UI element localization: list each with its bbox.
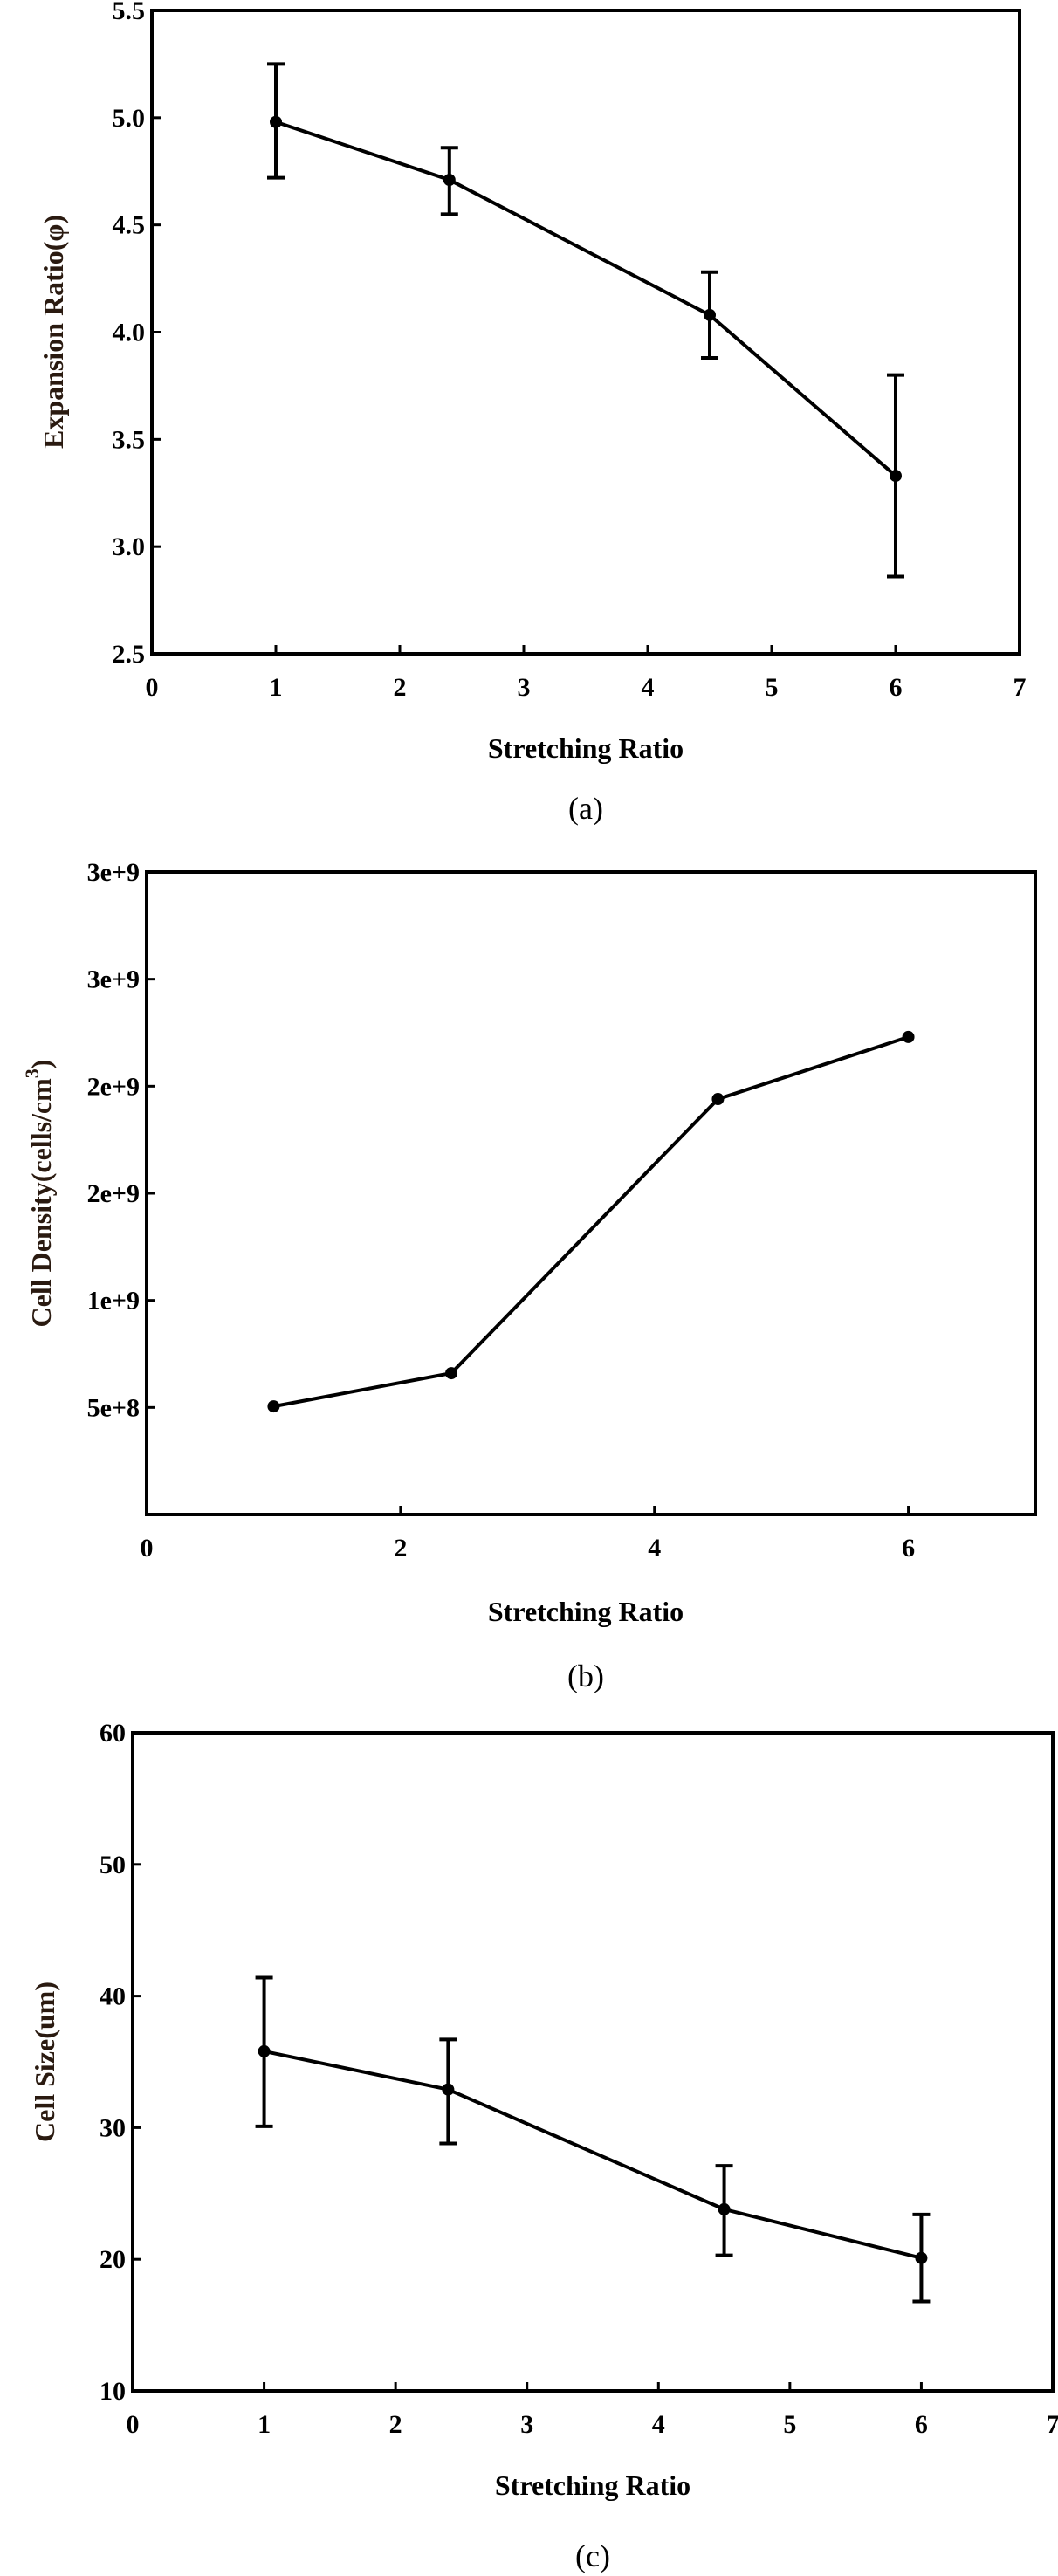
y-tick-label: 5.5 xyxy=(113,0,146,25)
data-point xyxy=(711,1093,725,1106)
y-tick-label: 3.5 xyxy=(113,425,146,454)
x-tick-label: 0 xyxy=(141,1534,154,1563)
y-axis-label: Cell Density(cells/cm3) xyxy=(21,1060,57,1328)
y-tick-label: 10 xyxy=(100,2377,126,2406)
data-point xyxy=(704,308,716,321)
y-tick-label: 2e+9 xyxy=(87,1179,140,1208)
y-tick-label: 20 xyxy=(100,2245,126,2274)
plot-frame xyxy=(150,9,1021,656)
panel-a-expansion-ratio: Stretching Ratio Expansion Ratio(φ) (a) … xyxy=(38,0,1027,826)
y-tick-label: 3.0 xyxy=(113,532,146,561)
y-tick-label: 4.5 xyxy=(113,211,146,240)
x-tick-label: 6 xyxy=(890,673,903,702)
x-tick-label: 0 xyxy=(146,673,159,702)
x-tick-label: 5 xyxy=(783,2410,796,2439)
x-tick-label: 4 xyxy=(642,673,655,702)
x-tick-label: 7 xyxy=(1047,2410,1058,2439)
data-point xyxy=(902,1030,915,1043)
y-axis-label: Expansion Ratio(φ) xyxy=(38,215,69,449)
x-tick-label: 2 xyxy=(394,673,407,702)
data-point xyxy=(890,470,902,483)
x-tick-label: 4 xyxy=(648,1534,661,1563)
y-axis-label: Cell Size(um) xyxy=(29,1982,60,2142)
y-tick-label: 2e+9 xyxy=(87,1072,140,1101)
y-tick-label: 3e+9 xyxy=(87,858,140,887)
data-point xyxy=(270,115,282,128)
x-tick-label: 3 xyxy=(520,2410,533,2439)
plot-frame xyxy=(131,1731,1055,2393)
y-tick-label: 3e+9 xyxy=(87,965,140,994)
x-tick-label: 6 xyxy=(915,2410,928,2439)
series-line xyxy=(264,2049,922,2260)
data-point xyxy=(443,174,456,187)
x-axis-label: Stretching Ratio xyxy=(488,1596,684,1627)
panel-caption: (a) xyxy=(568,791,603,826)
x-tick-label: 0 xyxy=(127,2410,140,2439)
y-tick-label: 30 xyxy=(100,2113,126,2142)
series-line xyxy=(273,1035,910,1409)
data-point xyxy=(915,2251,928,2264)
panel-c-cell-size: Stretching Ratio Cell Size(um) (c) 0 1 2 3 4… xyxy=(29,1719,1058,2573)
x-axis-label: Stretching Ratio xyxy=(495,2470,690,2501)
series-line xyxy=(275,120,897,477)
x-tick-label: 7 xyxy=(1013,673,1027,702)
y-tick-label: 60 xyxy=(100,1719,126,1748)
y-tick-label: 4.0 xyxy=(113,319,146,347)
panel-caption: (c) xyxy=(575,2538,610,2573)
data-point xyxy=(267,1400,280,1413)
panel-b-cell-density: Stretching Ratio Cell Density(cells/cm3)… xyxy=(21,858,1037,1693)
x-tick-label: 6 xyxy=(902,1534,915,1563)
y-tick-label: 5.0 xyxy=(113,104,146,133)
panel-caption: (b) xyxy=(567,1659,604,1693)
y-tick-label: 5e+8 xyxy=(87,1393,140,1422)
y-tick-label: 40 xyxy=(100,1982,126,2011)
x-tick-label: 5 xyxy=(766,673,779,702)
x-tick-label: 3 xyxy=(518,673,531,702)
x-tick-label: 1 xyxy=(258,2410,271,2439)
x-axis-label: Stretching Ratio xyxy=(488,732,684,764)
data-point xyxy=(445,1367,458,1380)
y-tick-label: 2.5 xyxy=(113,640,146,669)
data-point xyxy=(258,2044,271,2057)
y-tick-label: 50 xyxy=(100,1851,126,1879)
x-tick-label: 1 xyxy=(270,673,283,702)
x-tick-label: 2 xyxy=(394,1534,407,1563)
plot-frame xyxy=(145,870,1037,1516)
data-point xyxy=(718,2202,731,2215)
y-tick-label: 1e+9 xyxy=(87,1287,140,1315)
x-tick-label: 4 xyxy=(652,2410,665,2439)
x-tick-label: 2 xyxy=(389,2410,402,2439)
data-point xyxy=(442,2083,455,2096)
